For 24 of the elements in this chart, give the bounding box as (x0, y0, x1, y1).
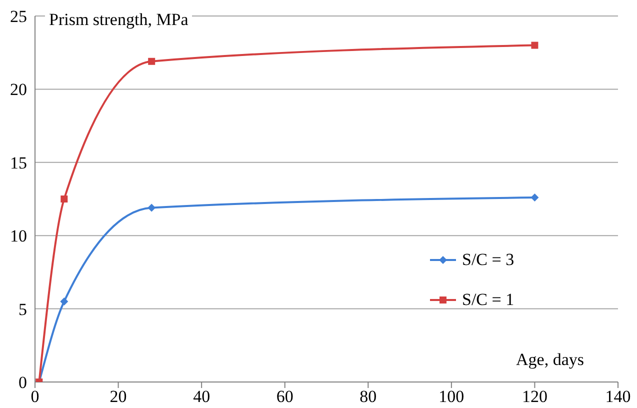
x-tick-label: 100 (438, 387, 464, 406)
legend-label: S/C = 1 (462, 290, 514, 310)
x-tick-label: 0 (30, 387, 40, 406)
x-tick-label: 40 (193, 387, 210, 406)
point (530, 194, 539, 202)
y-tick-label: 10 (10, 226, 27, 246)
x-tick-label: 140 (605, 387, 631, 406)
y-tick-label: 25 (10, 7, 27, 26)
x-axis-title: Age, days (516, 350, 584, 370)
x-tick-label: 20 (110, 387, 127, 406)
point (531, 42, 538, 49)
point (148, 58, 156, 65)
x-tick-label: 120 (522, 387, 548, 406)
x-tick-label: 80 (360, 387, 377, 406)
x-tick-label: 60 (276, 387, 294, 406)
y-axis-title: Prism strength, MPa (45, 10, 192, 30)
y-tick-label: 20 (10, 80, 27, 100)
point (60, 196, 68, 202)
y-tick-label: 15 (10, 153, 27, 172)
y-tick-label: 5 (18, 300, 27, 319)
y-tick-label: 0 (18, 373, 27, 392)
point (148, 204, 156, 212)
point (60, 297, 68, 306)
legend-label: S/C = 3 (462, 250, 514, 270)
